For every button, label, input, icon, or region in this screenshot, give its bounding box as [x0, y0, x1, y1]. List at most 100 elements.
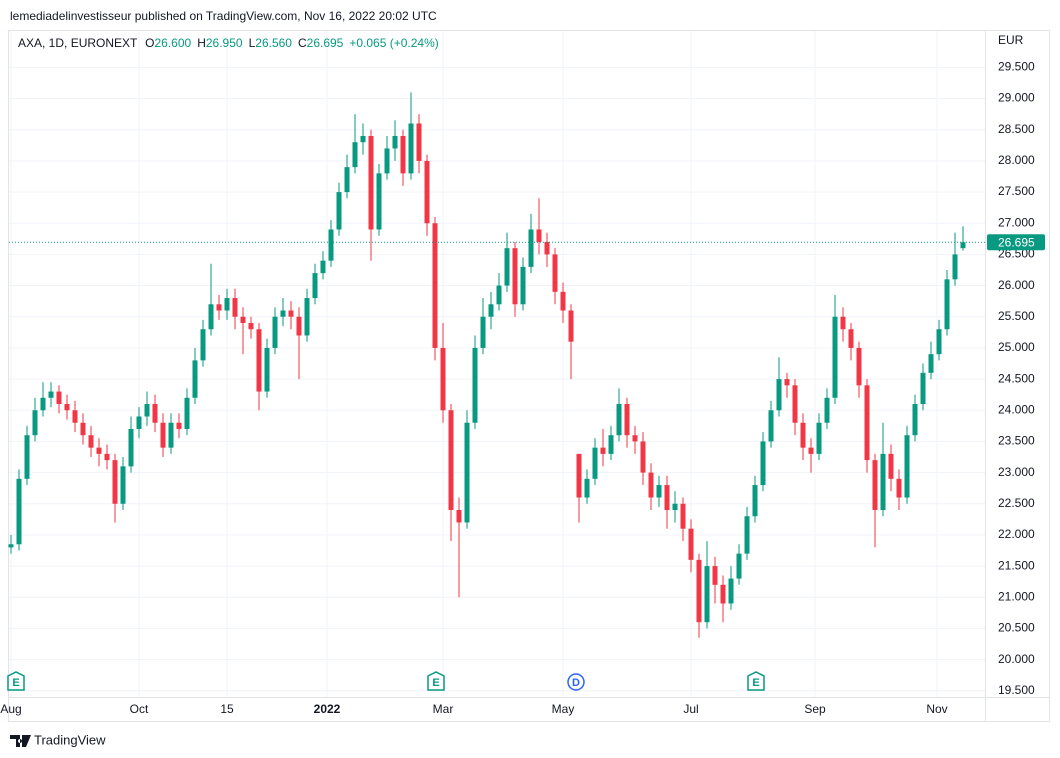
candle-body — [920, 372, 926, 405]
candle-body — [904, 435, 910, 498]
candle-body — [352, 142, 358, 168]
candle-body — [912, 404, 918, 436]
candle-body — [880, 453, 886, 510]
candle-body — [208, 304, 214, 330]
candle-body — [832, 316, 838, 398]
candle-body — [96, 447, 102, 454]
candle-body — [664, 485, 670, 510]
y-tick-label: 28.500 — [998, 122, 1035, 136]
last-price-box — [987, 234, 1045, 251]
candle-body — [128, 428, 134, 467]
event-icon — [567, 673, 585, 691]
candle-body — [512, 248, 518, 305]
ohlc-value: 26.560 — [255, 36, 292, 50]
candle-body — [232, 298, 238, 317]
y-tick-label: 24.000 — [998, 402, 1035, 416]
candle-body — [896, 478, 902, 498]
change: +0.065 (+0.24%) — [349, 36, 438, 50]
candle-body — [888, 453, 894, 479]
candle-body — [136, 416, 142, 429]
candle-body — [80, 422, 86, 436]
candle-body — [328, 229, 334, 261]
candles — [8, 92, 966, 638]
x-tick-label: 15 — [220, 702, 234, 716]
candle-body — [120, 466, 126, 504]
candle-body — [448, 410, 454, 510]
candle-body — [8, 544, 14, 548]
candle-body — [712, 566, 718, 585]
candle-body — [640, 441, 646, 473]
candle-body — [392, 135, 398, 149]
candle-body — [688, 528, 694, 560]
candle-body — [296, 316, 302, 336]
candle-body — [408, 123, 414, 174]
x-tick-label: 2022 — [314, 702, 341, 716]
y-tick-label: 27.500 — [998, 184, 1035, 198]
y-tick-label: 22.000 — [998, 527, 1035, 541]
candle-body — [40, 397, 46, 411]
event-label: E — [432, 677, 439, 689]
candle-body — [696, 559, 702, 623]
ohlc-key: O — [145, 36, 154, 50]
x-tick-label: Oct — [130, 702, 149, 716]
candle-body — [16, 478, 22, 545]
y-tick-label: 22.500 — [998, 496, 1035, 510]
candle-body — [176, 422, 182, 429]
event-label: D — [572, 677, 580, 689]
event-label: E — [12, 677, 19, 689]
candle-body — [856, 347, 862, 386]
candle-body — [416, 123, 422, 161]
candle-body — [304, 298, 310, 336]
candle-body — [88, 435, 94, 448]
candle-body — [744, 516, 750, 554]
candle-body — [648, 472, 654, 498]
candle-body — [720, 584, 726, 604]
event-icon — [427, 671, 445, 691]
candle-body — [200, 329, 206, 361]
footer-logo — [10, 735, 31, 747]
candle-body — [72, 410, 78, 423]
y-tick-label: 20.500 — [998, 621, 1035, 635]
candle-body — [776, 379, 782, 411]
candle-body — [368, 135, 374, 230]
candle-body — [760, 441, 766, 486]
event-icon — [747, 671, 765, 691]
y-tick-label: 23.000 — [998, 465, 1035, 479]
candle-body — [256, 329, 262, 392]
candle-body — [168, 422, 174, 448]
ohlc-key: C — [298, 36, 307, 50]
candle-body — [280, 310, 286, 317]
y-tick-label: 21.000 — [998, 589, 1035, 603]
y-tick-label: 23.500 — [998, 434, 1035, 448]
candle-body — [656, 485, 662, 498]
candle-body — [600, 447, 606, 454]
candle-body — [504, 248, 510, 286]
candle-body — [960, 242, 966, 249]
candle-body — [944, 279, 950, 330]
candle-body — [680, 503, 686, 529]
logo-mark — [10, 735, 31, 747]
candle-body — [432, 223, 438, 348]
x-tick-label: Sep — [804, 702, 826, 716]
candle-body — [488, 304, 494, 317]
candle-body — [464, 422, 470, 523]
candle-body — [240, 316, 246, 323]
currency: EUR — [998, 33, 1024, 47]
candle-body — [472, 347, 478, 423]
candle-body — [800, 422, 806, 448]
x-tick-label: May — [552, 702, 575, 716]
candle-body — [480, 316, 486, 348]
candle-body — [456, 509, 462, 523]
y-tick-label: 24.500 — [998, 371, 1035, 385]
candle-body — [272, 316, 278, 348]
candle-body — [576, 453, 582, 498]
candle-body — [848, 329, 854, 348]
candle-body — [592, 447, 598, 479]
candle-body — [824, 397, 830, 423]
ohlc-value: 26.600 — [155, 36, 192, 50]
event-icon — [7, 671, 25, 691]
candle-body — [192, 360, 198, 398]
candle-body — [224, 298, 230, 311]
y-tick-label: 25.000 — [998, 340, 1035, 354]
